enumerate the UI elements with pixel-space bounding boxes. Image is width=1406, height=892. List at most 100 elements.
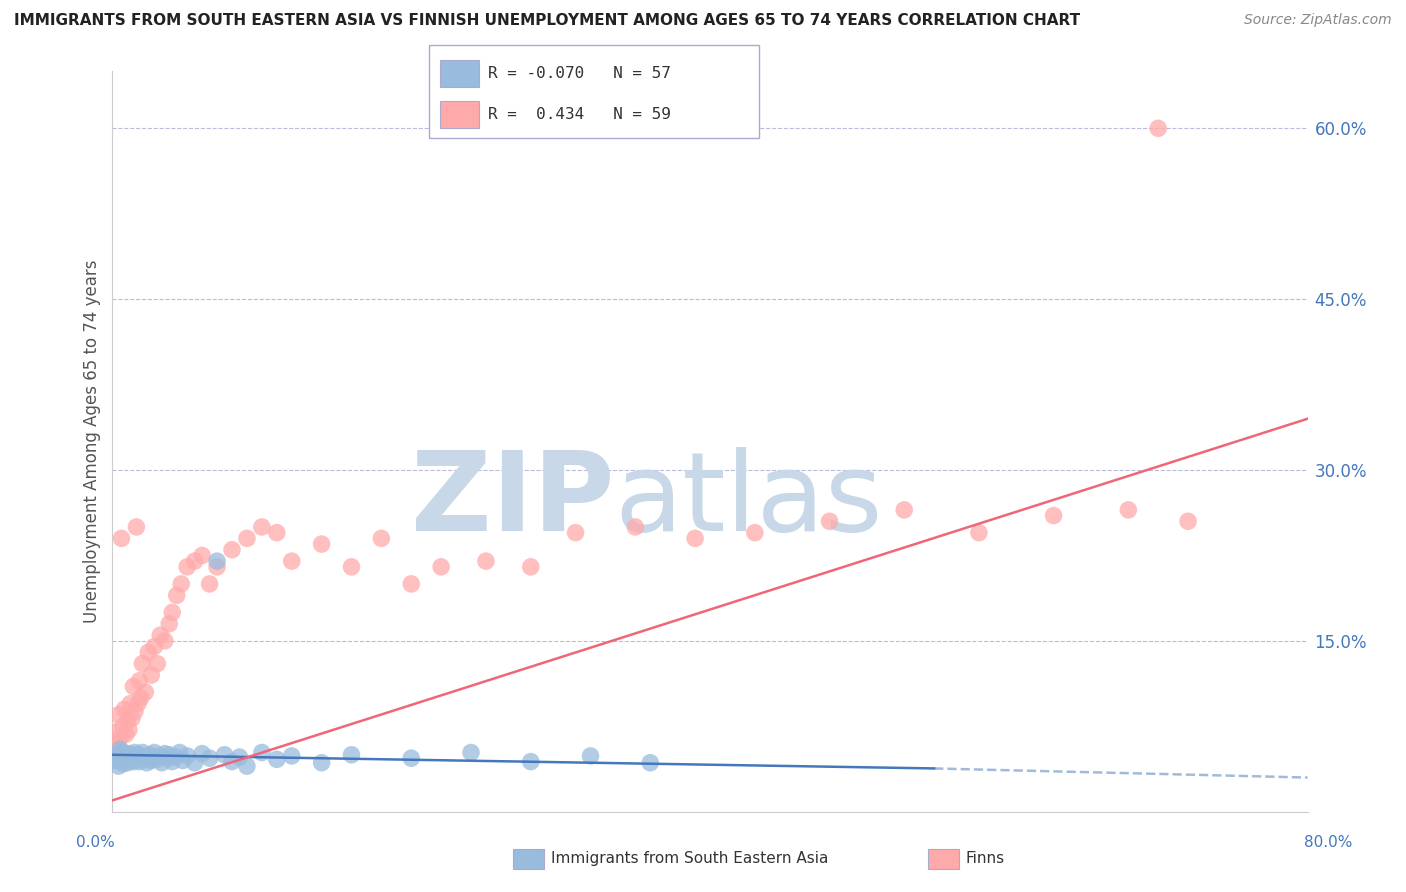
Point bbox=[135, 756, 157, 770]
Point bbox=[311, 537, 333, 551]
Y-axis label: Unemployment Among Ages 65 to 74 years: Unemployment Among Ages 65 to 74 years bbox=[83, 260, 101, 624]
Point bbox=[139, 747, 162, 762]
Point bbox=[1147, 121, 1170, 136]
Point bbox=[165, 750, 187, 764]
Point bbox=[236, 759, 259, 773]
Point bbox=[107, 707, 129, 722]
Point bbox=[170, 577, 193, 591]
Point bbox=[205, 559, 228, 574]
Point bbox=[124, 746, 146, 760]
Point bbox=[624, 520, 647, 534]
Point bbox=[281, 554, 304, 568]
Point bbox=[105, 747, 128, 762]
Point bbox=[191, 747, 214, 761]
Point bbox=[281, 748, 304, 763]
Point bbox=[236, 532, 259, 546]
Point bbox=[138, 645, 160, 659]
Point bbox=[120, 697, 142, 711]
Point bbox=[460, 746, 482, 760]
Point bbox=[205, 554, 228, 568]
Point bbox=[221, 542, 243, 557]
Text: Finns: Finns bbox=[966, 852, 1005, 866]
Point bbox=[520, 559, 543, 574]
Point bbox=[311, 756, 333, 770]
Point bbox=[162, 606, 183, 620]
Text: Source: ZipAtlas.com: Source: ZipAtlas.com bbox=[1244, 13, 1392, 28]
Point bbox=[150, 756, 173, 770]
Point bbox=[111, 719, 134, 733]
Text: R =  0.434   N = 59: R = 0.434 N = 59 bbox=[488, 107, 671, 122]
Point bbox=[124, 705, 146, 719]
Point bbox=[157, 747, 180, 762]
Point bbox=[1042, 508, 1064, 523]
Text: 0.0%: 0.0% bbox=[76, 836, 115, 850]
Point bbox=[228, 750, 250, 764]
Point bbox=[117, 714, 139, 728]
Point bbox=[250, 520, 273, 534]
Point bbox=[118, 747, 141, 761]
Point bbox=[564, 525, 586, 540]
Point bbox=[183, 554, 205, 568]
Point bbox=[105, 736, 128, 750]
Point bbox=[156, 751, 179, 765]
Text: ZIP: ZIP bbox=[411, 447, 614, 554]
Point bbox=[157, 616, 180, 631]
Text: 80.0%: 80.0% bbox=[1305, 836, 1353, 850]
Point bbox=[131, 746, 153, 760]
Text: R = -0.070   N = 57: R = -0.070 N = 57 bbox=[488, 66, 671, 81]
Point bbox=[183, 756, 205, 770]
Point bbox=[266, 525, 288, 540]
Point bbox=[1118, 503, 1140, 517]
Point bbox=[340, 747, 363, 762]
Point bbox=[114, 752, 135, 766]
Point bbox=[121, 711, 143, 725]
Point bbox=[132, 752, 155, 766]
Point bbox=[108, 731, 131, 745]
Point bbox=[141, 754, 163, 768]
Point bbox=[129, 748, 152, 763]
Point bbox=[214, 747, 236, 762]
Point bbox=[893, 503, 915, 517]
Point bbox=[166, 588, 188, 602]
Point bbox=[108, 754, 131, 768]
Point bbox=[104, 754, 127, 768]
Point bbox=[128, 673, 150, 688]
Point bbox=[122, 680, 145, 694]
Point bbox=[640, 756, 662, 770]
Point bbox=[198, 577, 221, 591]
Point bbox=[134, 685, 156, 699]
Point bbox=[121, 750, 143, 764]
Point bbox=[128, 755, 150, 769]
Point bbox=[967, 525, 990, 540]
Point bbox=[118, 723, 141, 737]
Point bbox=[172, 754, 194, 768]
Point bbox=[401, 751, 423, 765]
Point bbox=[149, 748, 172, 763]
Point bbox=[153, 747, 176, 761]
Point bbox=[114, 702, 135, 716]
Point bbox=[111, 746, 134, 760]
Point bbox=[104, 725, 127, 739]
Point bbox=[110, 532, 132, 546]
Point bbox=[149, 628, 172, 642]
Point bbox=[146, 752, 169, 766]
Point bbox=[430, 559, 453, 574]
Point bbox=[683, 532, 706, 546]
Point bbox=[579, 748, 602, 763]
Point bbox=[110, 750, 132, 764]
Point bbox=[266, 752, 288, 766]
Point bbox=[103, 742, 125, 756]
Point bbox=[146, 657, 169, 671]
Point bbox=[250, 746, 273, 760]
Point bbox=[169, 746, 191, 760]
Point bbox=[125, 751, 148, 765]
Point bbox=[127, 697, 149, 711]
Point bbox=[162, 755, 183, 769]
Point bbox=[117, 756, 139, 770]
Point bbox=[176, 559, 198, 574]
Point bbox=[198, 751, 221, 765]
Point bbox=[141, 668, 163, 682]
Point bbox=[370, 532, 392, 546]
Point bbox=[115, 747, 138, 762]
Point bbox=[142, 750, 165, 764]
